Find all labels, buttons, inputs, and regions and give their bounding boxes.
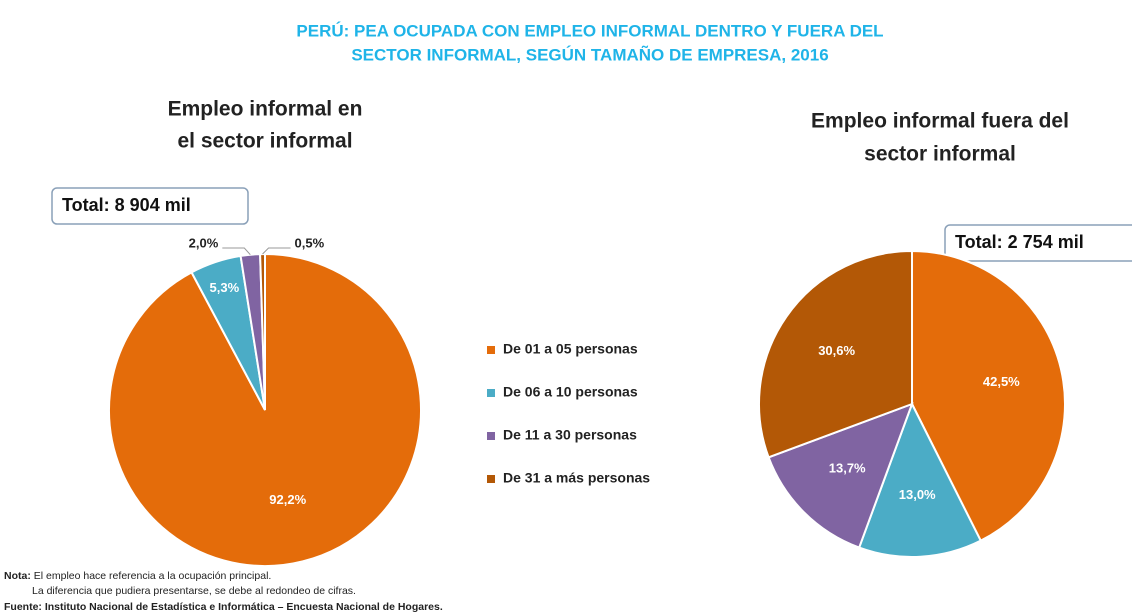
note: Nota: El empleo hace referencia a la ocu… <box>4 570 271 582</box>
leader-line <box>262 247 291 255</box>
total-box <box>51 187 249 225</box>
total-label: Total: 8 904 mil <box>62 195 191 215</box>
note-label: Nota: <box>4 570 31 582</box>
data-label: 13,7% <box>829 460 866 475</box>
data-label: 30,6% <box>818 343 855 358</box>
legend-label: De 31 a más personas <box>503 470 650 486</box>
pie-slice <box>911 249 1066 543</box>
source: Fuente: Instituto Nacional de Estadístic… <box>4 601 443 613</box>
pie-slice <box>758 249 913 459</box>
pie-title: el sector informal <box>177 130 352 153</box>
total-label: Total: 2 754 mil <box>955 232 1084 252</box>
legend-label: De 01 a 05 personas <box>503 341 638 357</box>
legend-swatch <box>487 432 495 440</box>
total-box <box>944 224 1132 262</box>
note-line: La diferencia que pudiera presentarse, s… <box>32 585 356 597</box>
leader-line <box>222 247 251 256</box>
pie-title: Empleo informal en <box>168 98 363 121</box>
chart-title: PERÚ: PEA OCUPADA CON EMPLEO INFORMAL DE… <box>296 21 883 40</box>
pie-title: Empleo informal fuera del <box>811 110 1069 133</box>
pie-title: sector informal <box>864 143 1016 166</box>
legend-swatch <box>487 346 495 354</box>
note-line: El empleo hace referencia a la ocupación… <box>34 570 272 582</box>
data-label: 5,3% <box>210 280 240 295</box>
data-label: 42,5% <box>983 374 1020 389</box>
data-label: 92,2% <box>269 492 306 507</box>
data-label: 0,5% <box>295 235 325 250</box>
legend-swatch <box>487 389 495 397</box>
chart-title: SECTOR INFORMAL, SEGÚN TAMAÑO DE EMPRESA… <box>351 44 828 64</box>
pie-slice <box>857 401 983 558</box>
data-label: 13,0% <box>899 487 936 502</box>
legend-label: De 06 a 10 personas <box>503 384 638 400</box>
pie-slice <box>767 402 914 549</box>
legend-label: De 11 a 30 personas <box>503 427 637 443</box>
data-label: 2,0% <box>189 235 219 250</box>
legend-swatch <box>487 475 495 483</box>
